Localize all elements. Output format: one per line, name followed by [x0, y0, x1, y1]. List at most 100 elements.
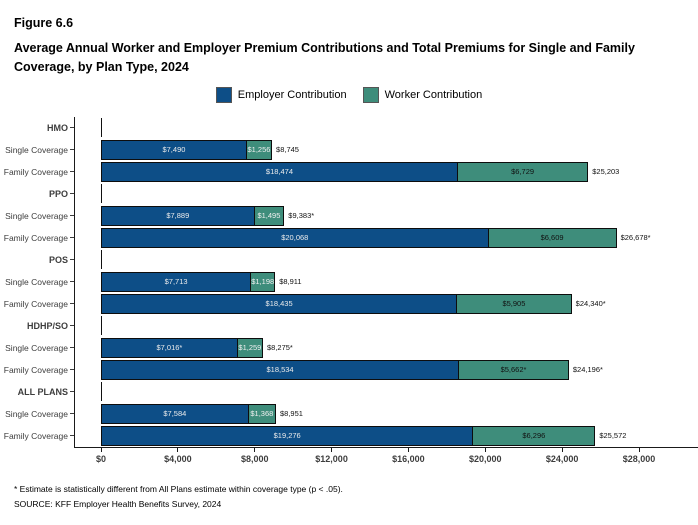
- employer-value-label: $7,713: [164, 277, 188, 287]
- worker-contribution-segment: $1,256: [245, 139, 273, 160]
- worker-contribution-segment: $1,368: [247, 403, 276, 424]
- bar-row: Family Coverage $18,435 $5,905 $24,340*: [0, 292, 698, 315]
- total-premium-label: $9,383*: [288, 211, 315, 221]
- zero-baseline-mark: [101, 250, 102, 270]
- plan-header-row: ALL PLANS: [0, 380, 698, 403]
- x-axis-tick-label: $4,000: [164, 453, 192, 464]
- employer-contribution-segment: $18,435: [101, 293, 458, 314]
- worker-contribution-segment: $6,609: [487, 227, 617, 248]
- coverage-row-label: Single Coverage: [5, 144, 68, 155]
- plan-header-row: POS: [0, 248, 698, 271]
- plan-header-label: HMO: [47, 122, 68, 133]
- worker-contribution-segment: $5,662*: [458, 359, 569, 380]
- zero-baseline-mark: [101, 118, 102, 138]
- bar-row: Single Coverage $7,889 $1,495 $9,383*: [0, 204, 698, 227]
- worker-contribution-segment: $1,259: [236, 337, 263, 358]
- worker-value-label: $1,198: [251, 277, 275, 287]
- x-axis-tickmark: [177, 447, 179, 452]
- total-premium-label: $25,572: [599, 431, 627, 441]
- x-axis-tickmark: [331, 447, 333, 452]
- worker-contribution-segment: $6,729: [456, 161, 589, 182]
- plan-header-row: HMO: [0, 116, 698, 139]
- employer-contribution-segment: $7,889: [101, 205, 255, 226]
- plot-cell: $18,534 $5,662* $24,196*: [74, 358, 698, 381]
- coverage-row-label: Single Coverage: [5, 408, 68, 419]
- plot-cell: $20,068 $6,609 $26,678*: [74, 226, 698, 249]
- employer-value-label: $18,474: [265, 167, 294, 177]
- employer-value-label: $18,534: [266, 365, 294, 375]
- coverage-row-label: Single Coverage: [5, 210, 68, 221]
- plot-cell: [74, 380, 698, 403]
- worker-value-label: $1,368: [250, 409, 274, 419]
- bar-track: $7,889 $1,495 $9,383*: [101, 205, 315, 226]
- legend-item-worker: Worker Contribution: [362, 86, 482, 103]
- footnotes: * Estimate is statistically different fr…: [0, 472, 698, 509]
- x-axis-tick-label: $24,000: [545, 453, 579, 464]
- bar-row: Family Coverage $20,068 $6,609 $26,678*: [0, 226, 698, 249]
- legend-label-employer: Employer Contribution: [237, 88, 347, 101]
- coverage-row-label: Family Coverage: [3, 232, 68, 243]
- bar-track: $18,435 $5,905 $24,340*: [101, 293, 606, 314]
- employer-value-label: $7,490: [162, 145, 186, 155]
- plot-cell: [74, 116, 698, 139]
- plot-cell: [74, 314, 698, 337]
- x-axis-tickmark: [561, 447, 563, 452]
- plot-cell: $18,435 $5,905 $24,340*: [74, 292, 698, 315]
- worker-value-label: $6,296: [522, 431, 546, 441]
- chart-title: Average Annual Worker and Employer Premi…: [14, 41, 635, 75]
- bar-row: Family Coverage $18,534 $5,662* $24,196*: [0, 358, 698, 381]
- plan-header-label: POS: [48, 254, 68, 265]
- zero-baseline-mark: [101, 382, 102, 402]
- plot-cell: $7,713 $1,198 $8,911: [74, 270, 698, 293]
- employer-contribution-segment: $18,534: [101, 359, 460, 380]
- total-premium-label: $26,678*: [620, 233, 651, 243]
- total-premium-label: $8,951: [280, 409, 303, 419]
- employer-value-label: $7,889: [166, 211, 190, 221]
- y-axis-tick: [70, 149, 74, 151]
- worker-value-label: $6,609: [540, 233, 564, 243]
- bar-track: $7,584 $1,368 $8,951: [101, 403, 303, 424]
- footnote-asterisk: * Estimate is statistically different fr…: [14, 483, 343, 494]
- y-axis-tick: [70, 171, 74, 173]
- employer-contribution-segment: $7,490: [101, 139, 247, 160]
- x-axis-tickmark: [254, 447, 256, 452]
- employer-value-label: $7,584: [163, 409, 187, 419]
- y-axis-tick: [70, 259, 74, 261]
- coverage-row-label: Single Coverage: [5, 276, 68, 287]
- plan-header-row: HDHP/SO: [0, 314, 698, 337]
- coverage-row-label: Family Coverage: [3, 430, 68, 441]
- bar-track: $7,490 $1,256 $8,745: [101, 139, 299, 160]
- plan-header-row: PPO: [0, 182, 698, 205]
- employer-contribution-segment: $7,016*: [101, 337, 238, 358]
- figure-number: Figure 6.6: [14, 16, 74, 30]
- employer-swatch-icon: [215, 86, 232, 103]
- x-axis-tick-label: $12,000: [315, 453, 348, 464]
- bar-track: $19,276 $6,296 $25,572: [101, 425, 627, 446]
- y-axis-tick: [70, 281, 74, 283]
- worker-contribution-segment: $6,296: [472, 425, 596, 446]
- worker-contribution-segment: $1,198: [250, 271, 276, 292]
- worker-contribution-segment: $1,495: [253, 205, 285, 226]
- worker-value-label: $1,259: [238, 343, 262, 353]
- plot-cell: $7,016* $1,259 $8,275*: [74, 336, 698, 359]
- bar-row: Single Coverage $7,490 $1,256 $8,745: [0, 138, 698, 161]
- bar-track: $18,534 $5,662* $24,196*: [101, 359, 603, 380]
- x-axis: $0 $4,000 $8,000 $12,000 $16,000 $20,000 $24,0…: [74, 446, 698, 472]
- total-premium-label: $24,196*: [572, 365, 603, 375]
- bar-track: $7,016* $1,259 $8,275*: [101, 337, 293, 358]
- y-axis-tick: [70, 391, 74, 393]
- y-axis-tick: [70, 435, 74, 437]
- coverage-row-label: Family Coverage: [3, 298, 68, 309]
- y-axis-tick: [70, 215, 74, 217]
- total-premium-label: $24,340*: [575, 299, 606, 309]
- title-block: Figure 6.6 Average Annual Worker and Emp…: [0, 0, 698, 78]
- y-axis-tick: [70, 127, 74, 129]
- plot-cell: $7,490 $1,256 $8,745: [74, 138, 698, 161]
- bar-row: Family Coverage $18,474 $6,729 $25,203: [0, 160, 698, 183]
- x-axis-tickmark: [638, 447, 640, 452]
- employer-contribution-segment: $18,474: [101, 161, 458, 182]
- plot-cell: $7,889 $1,495 $9,383*: [74, 204, 698, 227]
- worker-swatch-icon: [362, 86, 379, 103]
- legend-item-employer: Employer Contribution: [215, 86, 347, 103]
